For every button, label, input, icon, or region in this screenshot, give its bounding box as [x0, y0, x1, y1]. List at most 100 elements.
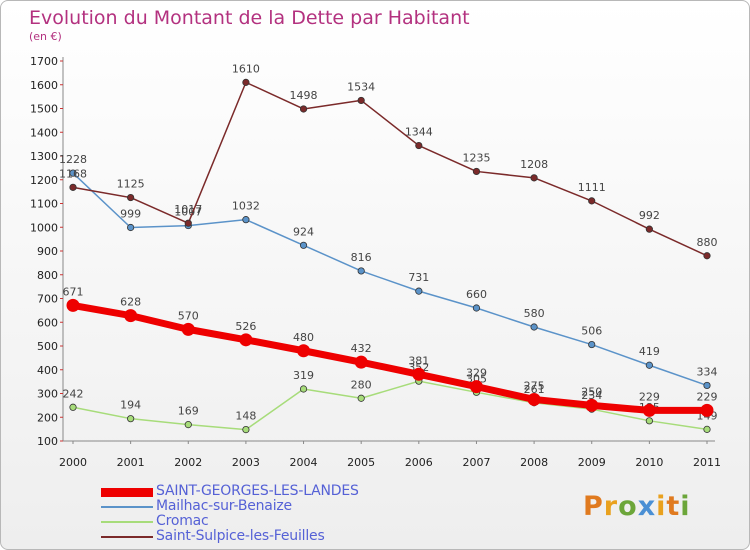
- data-point: [530, 174, 538, 182]
- data-point: [69, 183, 77, 191]
- y-tick-label: 900: [37, 245, 58, 258]
- series-line: [72, 81, 708, 257]
- data-point: [645, 417, 653, 425]
- data-point: [415, 141, 423, 150]
- logo-letter: r: [603, 491, 619, 522]
- y-tick-label: 100: [37, 435, 58, 448]
- data-label: 1032: [232, 200, 260, 213]
- data-label: 526: [235, 320, 256, 333]
- y-tick-label: 1400: [30, 126, 58, 139]
- x-tick-label: 2009: [578, 456, 606, 469]
- data-point: [181, 322, 195, 336]
- chart-title: Evolution du Montant de la Dette par Hab…: [29, 7, 470, 29]
- data-point: [472, 304, 481, 312]
- legend-swatch: [101, 488, 153, 497]
- x-tick-label: 2004: [290, 456, 318, 469]
- data-point: [703, 252, 711, 260]
- series-line: [72, 380, 708, 431]
- y-tick-label: 1100: [30, 198, 58, 211]
- series-line: [72, 301, 707, 414]
- data-label: 148: [235, 410, 256, 423]
- data-point: [66, 298, 80, 312]
- legend-swatch: [101, 536, 153, 538]
- y-tick-label: 800: [37, 269, 58, 282]
- data-point: [69, 403, 77, 411]
- data-point: [69, 169, 77, 177]
- data-point: [242, 216, 250, 224]
- data-label: 280: [351, 378, 372, 391]
- data-point: [415, 287, 423, 295]
- data-point: [588, 197, 596, 205]
- x-tick-label: 2002: [174, 456, 202, 469]
- data-point: [700, 403, 714, 417]
- x-tick-label: 2005: [347, 456, 375, 469]
- data-point: [124, 309, 138, 323]
- data-point: [472, 167, 481, 176]
- data-point: [357, 96, 365, 105]
- data-label: 660: [466, 288, 487, 301]
- data-label: 334: [697, 365, 718, 378]
- y-tick-label: 1600: [30, 79, 58, 92]
- logo-letter: P: [583, 491, 604, 522]
- data-point: [354, 355, 368, 369]
- y-tick-label: 1300: [30, 150, 58, 163]
- data-point: [642, 403, 656, 417]
- chart-subtitle: (en €): [29, 30, 62, 43]
- data-label: 234: [581, 389, 602, 402]
- data-point: [357, 394, 365, 402]
- data-point: [242, 78, 250, 86]
- data-point: [299, 241, 308, 249]
- y-tick-label: 1700: [30, 55, 58, 68]
- y-tick-label: 600: [37, 316, 58, 329]
- data-label: 319: [293, 369, 314, 382]
- data-label: 1168: [59, 167, 87, 180]
- data-label: 999: [120, 207, 141, 220]
- logo-letter: o: [618, 491, 638, 522]
- data-label: 628: [120, 296, 141, 309]
- y-tick-label: 700: [37, 293, 58, 306]
- data-point: [297, 344, 311, 358]
- data-point: [184, 421, 192, 429]
- data-label: 506: [581, 325, 602, 338]
- data-point: [127, 415, 135, 423]
- data-point: [588, 340, 596, 349]
- data-point: [527, 392, 541, 406]
- data-label: 1017: [174, 203, 202, 216]
- data-label: 381: [408, 354, 429, 367]
- data-point: [469, 380, 483, 394]
- data-label: 1610: [232, 62, 260, 75]
- x-tick-label: 2001: [117, 456, 145, 469]
- data-label: 570: [178, 309, 199, 322]
- data-label: 671: [63, 285, 84, 298]
- data-label: 169: [178, 405, 199, 418]
- data-point: [645, 225, 653, 233]
- data-label: 480: [293, 331, 314, 344]
- data-label: 261: [524, 383, 545, 396]
- proxiti-logo: Proxiti: [583, 491, 691, 522]
- data-label: 1344: [405, 126, 433, 139]
- legend-swatch: [101, 506, 153, 508]
- data-point: [703, 425, 711, 433]
- data-label: 1208: [520, 158, 548, 171]
- data-label: 1007: [174, 206, 202, 219]
- legend-label: SAINT-GEORGES-LES-LANDES: [156, 483, 359, 499]
- data-label: 1235: [462, 151, 490, 164]
- y-tick-label: 1200: [30, 174, 58, 187]
- logo-letter: t: [666, 491, 681, 522]
- data-label: 194: [120, 399, 141, 412]
- data-point: [127, 193, 135, 202]
- data-label: 432: [351, 342, 372, 355]
- data-label: 816: [351, 251, 372, 264]
- data-label: 329: [466, 367, 487, 380]
- data-point: [645, 361, 653, 369]
- data-point: [412, 367, 426, 381]
- data-label: 992: [639, 209, 660, 222]
- y-tick-label: 300: [37, 388, 58, 401]
- x-tick-label: 2003: [232, 456, 260, 469]
- x-tick-label: 2011: [693, 456, 721, 469]
- data-label: 924: [293, 225, 314, 238]
- legend-swatch: [101, 521, 153, 523]
- data-point: [299, 105, 308, 113]
- legend-label: Mailhac-sur-Benaize: [156, 498, 292, 514]
